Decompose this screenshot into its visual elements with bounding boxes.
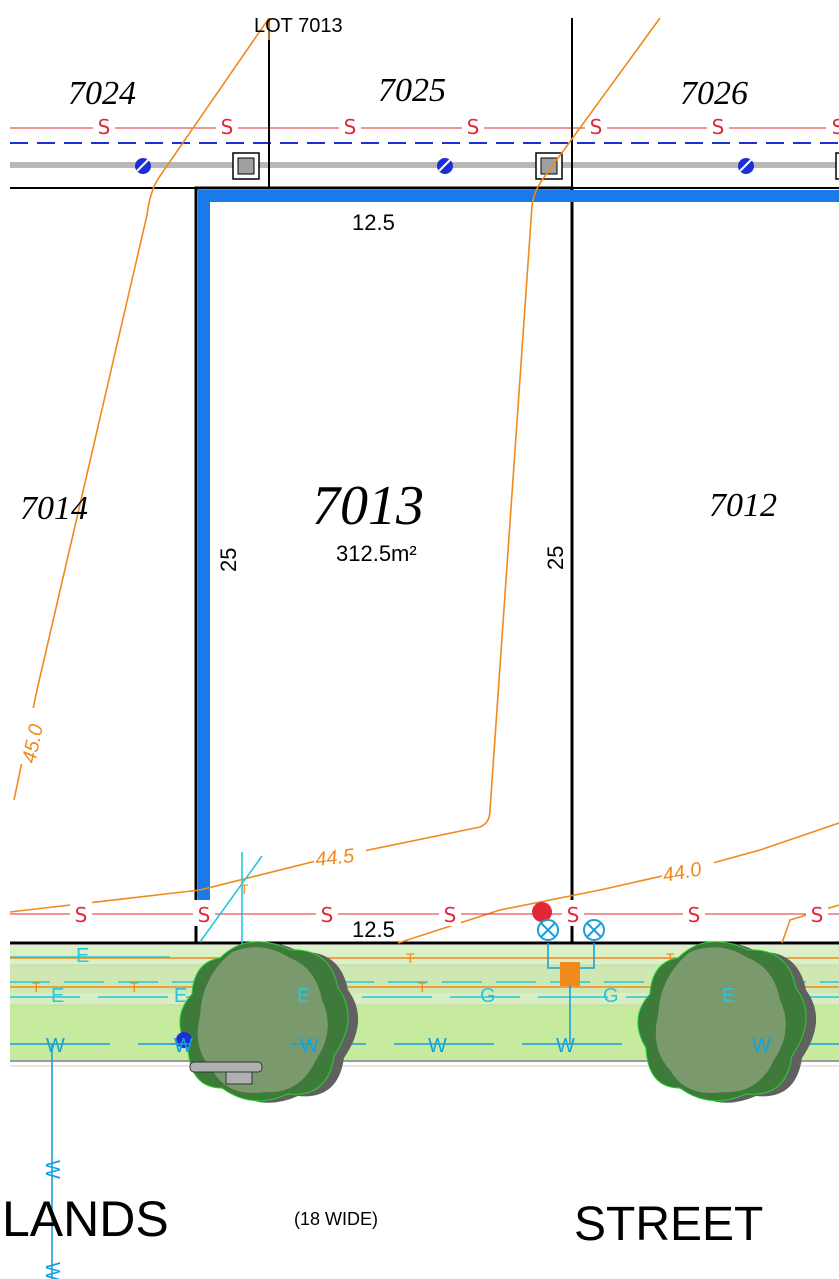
svg-text:S: S: [75, 903, 88, 927]
svg-text:E: E: [297, 985, 310, 1007]
svg-text:E: E: [76, 945, 89, 967]
svg-text:E: E: [722, 985, 735, 1007]
frontage-dimension: 12.5: [352, 917, 395, 942]
electric-lead-in: [199, 852, 263, 944]
svg-text:W: W: [300, 1035, 319, 1057]
subject-lot-area: 312.5m²: [336, 541, 417, 566]
right-depth-dimension: 25: [543, 546, 568, 570]
sewer-s-label: S: [707, 114, 729, 139]
svg-text:S: S: [467, 115, 480, 139]
left-depth-dimension: 25: [216, 548, 241, 572]
svg-text:W: W: [41, 1262, 63, 1279]
contour-45-0: [13, 17, 270, 801]
svg-text:T: T: [406, 950, 415, 966]
svg-text:W: W: [174, 1035, 193, 1057]
south-sewer-line: S S S S S S S: [10, 900, 839, 927]
sewer-s-label: S: [439, 900, 461, 927]
lot-number-7025: 7025: [378, 72, 446, 109]
svg-text:W: W: [556, 1035, 575, 1057]
street-name-left: LANDS: [2, 1191, 169, 1247]
contour-label: 44.5: [314, 842, 366, 871]
svg-text:W: W: [752, 1035, 771, 1057]
svg-text:44.5: 44.5: [314, 845, 356, 871]
sewer-s-label: S: [462, 114, 484, 139]
north-sewer-corridor: S S S S S S S: [10, 114, 839, 189]
rear-dimension: 12.5: [352, 210, 395, 235]
svg-text:S: S: [98, 115, 111, 139]
svg-text:G: G: [603, 985, 619, 1007]
svg-text:T: T: [130, 979, 139, 995]
lot-number-7024: 7024: [68, 75, 136, 112]
sewer-s-label: S: [339, 114, 361, 139]
street-name-right: STREET: [574, 1198, 763, 1251]
lot-number-7014: 7014: [20, 490, 88, 527]
lot-number-7026: 7026: [680, 75, 748, 112]
sewer-junction-icon: [738, 158, 754, 174]
subject-lot-number: 7013: [312, 475, 424, 537]
svg-text:S: S: [198, 903, 211, 927]
subject-lot-7013[interactable]: [194, 186, 839, 945]
contour-44-0: [397, 822, 839, 944]
sewer-s-label: S: [562, 900, 584, 927]
verge-labels-overlay: E E W W E W: [174, 985, 771, 1057]
svg-text:T: T: [240, 881, 249, 897]
svg-text:E: E: [51, 985, 64, 1007]
contour-label: 45.0: [14, 708, 48, 765]
sewer-s-label: S: [193, 900, 215, 927]
svg-text:S: S: [321, 903, 334, 927]
svg-text:G: G: [480, 985, 496, 1007]
street-tree-icon: [637, 941, 817, 1103]
svg-text:S: S: [590, 115, 603, 139]
sewer-s-label: S: [316, 900, 338, 927]
sewer-s-label: S: [826, 114, 839, 139]
svg-text:S: S: [444, 903, 457, 927]
contour-lines: [9, 17, 839, 944]
sewer-s-label: S: [585, 114, 607, 139]
sewer-s-label: S: [806, 900, 828, 927]
svg-text:E: E: [174, 985, 187, 1007]
svg-text:S: S: [811, 903, 824, 927]
subject-lot-edge-north: [198, 190, 839, 202]
sewer-s-label: S: [93, 114, 115, 139]
sewer-junction-icon: [135, 158, 151, 174]
lot-title-label: LOT 7013: [254, 15, 343, 37]
svg-text:S: S: [344, 115, 357, 139]
svg-text:W: W: [41, 1160, 63, 1179]
sewer-junction-icon: [437, 158, 453, 174]
svg-text:E: E: [174, 985, 187, 1007]
inspection-pit-icon: [232, 152, 260, 180]
svg-text:T: T: [418, 979, 427, 995]
svg-text:S: S: [712, 115, 725, 139]
svg-text:T: T: [32, 979, 41, 995]
contour-44-5: [9, 17, 661, 913]
street-width-note: (18 WIDE): [294, 1209, 378, 1229]
contour-label: 44.0: [661, 858, 714, 887]
inspection-pit-icon: [835, 152, 839, 180]
sewer-s-label: S: [216, 114, 238, 139]
lot-number-7012: 7012: [709, 487, 777, 524]
water-meter-icon: [583, 919, 605, 941]
subject-lot-boundary: [194, 186, 574, 945]
svg-text:W: W: [46, 1035, 65, 1057]
lot-boundaries: [10, 18, 573, 189]
svg-text:T: T: [666, 950, 675, 966]
sewer-connection-point-icon: [532, 902, 552, 922]
sewer-s-label: S: [683, 900, 705, 927]
water-meter-icon: [537, 919, 559, 941]
crossover-pit-icon: [189, 1061, 263, 1085]
subject-lot-edge-west: [198, 190, 210, 902]
svg-text:W: W: [428, 1035, 447, 1057]
svg-text:S: S: [221, 115, 234, 139]
service-connection: [537, 919, 605, 1044]
sewer-s-label: S: [70, 900, 92, 927]
svg-text:S: S: [832, 115, 839, 139]
electric-line: [10, 956, 839, 998]
svg-text:S: S: [567, 903, 580, 927]
street-tree-icon: [176, 941, 359, 1103]
svg-text:S: S: [688, 903, 701, 927]
